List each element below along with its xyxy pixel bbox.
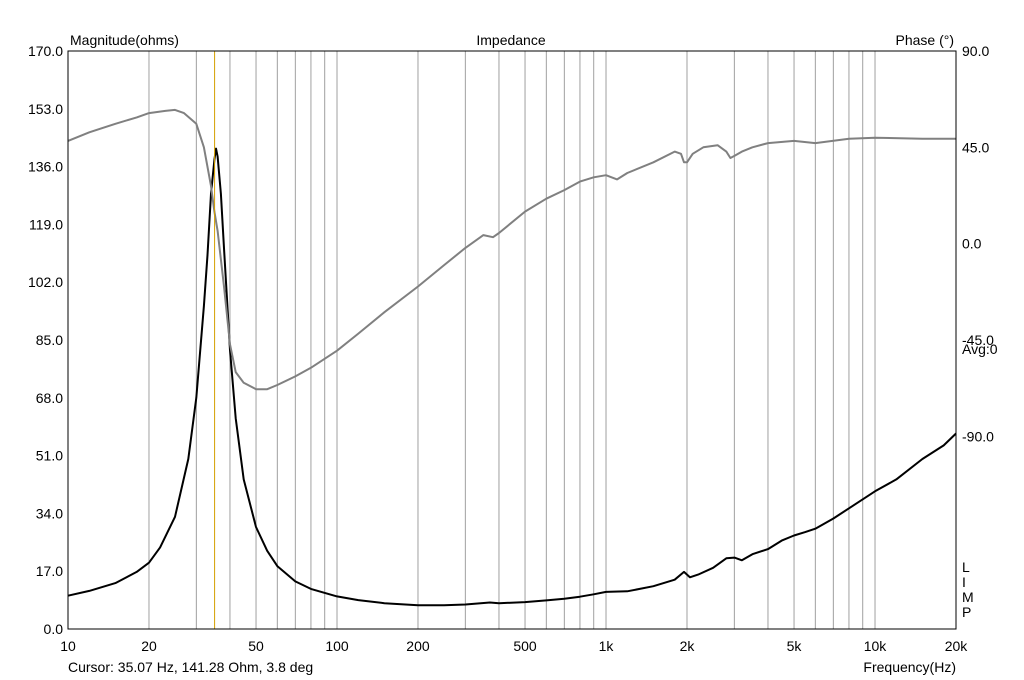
left-tick-label: 85.0 <box>36 332 63 348</box>
right-tick-label: -90.0 <box>962 428 994 444</box>
left-axis-title: Magnitude(ohms) <box>70 32 179 48</box>
plot-background <box>68 51 956 629</box>
right-axis-title: Phase (°) <box>895 32 954 48</box>
x-tick-label: 500 <box>513 638 537 654</box>
right-tick-label: 0.0 <box>962 236 982 252</box>
left-tick-label: 51.0 <box>36 448 63 464</box>
x-tick-label: 10k <box>864 638 888 654</box>
left-tick-label: 102.0 <box>28 274 63 290</box>
x-tick-label: 200 <box>406 638 430 654</box>
x-tick-label: 100 <box>325 638 349 654</box>
limp-letter-l: L <box>962 559 970 575</box>
left-tick-label: 153.0 <box>28 101 63 117</box>
limp-letter-p: P <box>962 604 971 620</box>
left-tick-label: 136.0 <box>28 159 63 175</box>
limp-letter-m: M <box>962 589 974 605</box>
x-tick-label: 10 <box>60 638 76 654</box>
phase-curve <box>67 108 956 391</box>
magnitude-curve <box>67 147 957 607</box>
x-tick-label: 5k <box>787 638 803 654</box>
x-tick-label: 20k <box>945 638 969 654</box>
x-tick-label: 1k <box>599 638 615 654</box>
left-tick-label: 170.0 <box>28 43 63 59</box>
left-tick-label: 0.0 <box>44 621 64 637</box>
limp-letter-i: I <box>962 574 966 590</box>
avg-annotation: Avg:0 <box>962 341 998 357</box>
left-tick-label: 34.0 <box>36 505 63 521</box>
plot-frame <box>67 50 957 630</box>
grid-lines <box>148 51 876 629</box>
x-axis-title: Frequency(Hz) <box>863 659 956 675</box>
x-tick-label: 2k <box>680 638 696 654</box>
left-tick-label: 119.0 <box>29 216 63 232</box>
series-layer <box>67 108 957 607</box>
right-tick-label: 90.0 <box>962 43 989 59</box>
left-tick-label: 17.0 <box>36 563 63 579</box>
cursor-readout: Cursor: 35.07 Hz, 141.28 Ohm, 3.8 deg <box>68 659 313 675</box>
x-tick-label: 50 <box>248 638 264 654</box>
right-tick-label: 45.0 <box>962 139 989 155</box>
x-tick-label: 20 <box>141 638 157 654</box>
chart-title: Impedance <box>476 32 545 48</box>
right-tick-label: -45.0 <box>962 332 994 348</box>
tick-labels: 10 20 50 100 200 500 1k 2k 5k 10k 20k 170.0 153.0 136… <box>28 43 994 654</box>
left-tick-label: 68.0 <box>36 390 63 406</box>
